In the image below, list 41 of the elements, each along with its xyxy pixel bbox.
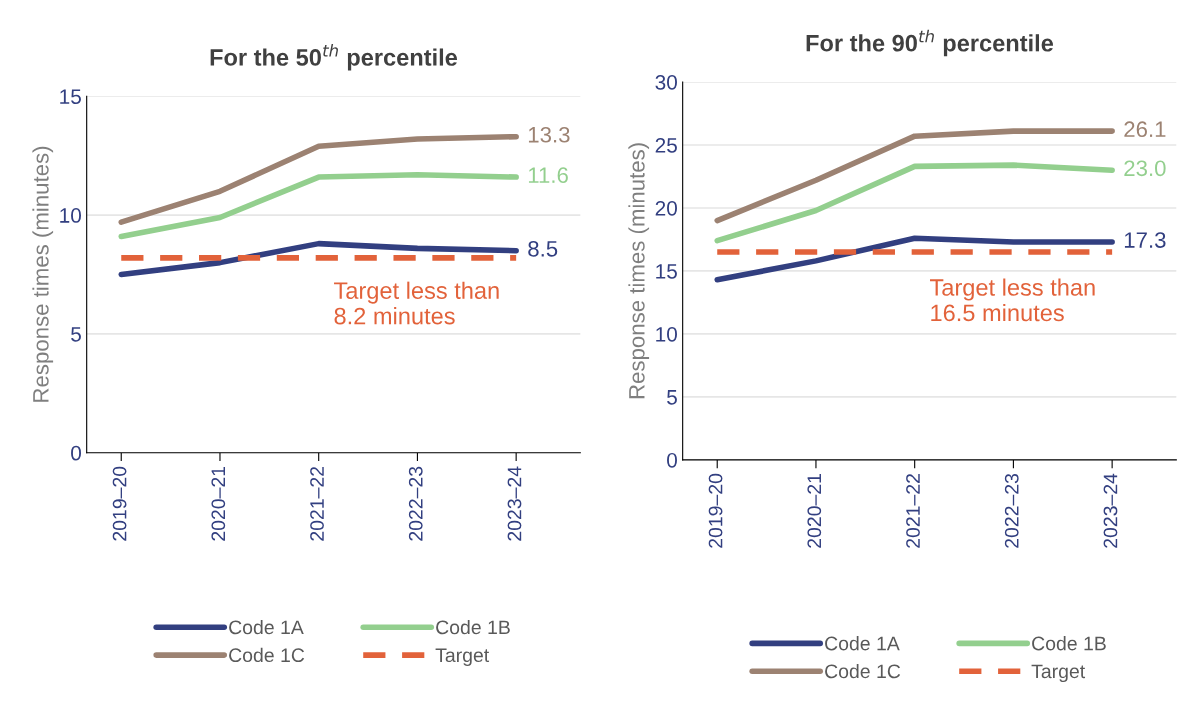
- x-tick-label: 2023–24: [507, 466, 522, 541]
- data-label: 13.3: [528, 126, 570, 143]
- x-tick-label: 2020–21: [807, 474, 822, 548]
- legend-label: Target: [435, 648, 490, 666]
- y-tick-label: 10: [656, 326, 677, 342]
- legend-label: Target: [1031, 664, 1086, 683]
- x-tick-label: 2021–22: [906, 474, 920, 548]
- x-tick-label: 2021–22: [310, 466, 324, 541]
- y-tick-label: 15: [60, 89, 81, 105]
- legend-label: Code 1A: [825, 636, 900, 651]
- x-tick-label: 2022–23: [408, 466, 423, 541]
- data-label: 17.3: [1124, 232, 1166, 248]
- data-label: 11.6: [528, 167, 568, 184]
- chart-title: For the 90$^{th}$ percentile: [806, 29, 1054, 57]
- y-axis-title: Response times (minutes): [628, 143, 650, 399]
- legend-label: Code 1B: [436, 619, 510, 635]
- y-tick-label: 5: [71, 327, 81, 342]
- legend-label: Code 1C: [229, 647, 305, 663]
- y-tick-label: 15: [656, 264, 677, 279]
- y-tick-label: 10: [60, 208, 82, 223]
- x-tick-label: 2023–24: [1103, 473, 1118, 548]
- x-tick-label: 2020–21: [211, 466, 226, 541]
- data-label: 8.5: [528, 240, 558, 257]
- chart-title: For the 50$^{th}$ percentile: [210, 43, 458, 71]
- data-label: 23.0: [1124, 160, 1166, 177]
- y-tick-label: 20: [655, 200, 677, 216]
- y-tick-label: 5: [667, 390, 677, 405]
- x-tick-label: 2019–20: [112, 466, 127, 541]
- data-label: 26.1: [1124, 121, 1166, 138]
- x-tick-label: 2022–23: [1004, 473, 1019, 548]
- legend-label: Code 1B: [1032, 636, 1106, 651]
- legend-label: Code 1A: [229, 619, 304, 635]
- y-tick-label: 30: [655, 75, 677, 90]
- annotation: Target less than 8.2 minutes: [334, 281, 499, 325]
- y-tick-label: 0: [71, 445, 82, 461]
- y-tick-label: 25: [655, 137, 677, 153]
- y-tick-label: 0: [667, 452, 677, 468]
- annotation: Target less than 16.5 minutes: [930, 278, 1095, 322]
- y-axis-title: Response times (minutes): [32, 146, 54, 402]
- legend-label: Code 1C: [825, 663, 901, 679]
- x-tick-label: 2019–20: [708, 473, 723, 548]
